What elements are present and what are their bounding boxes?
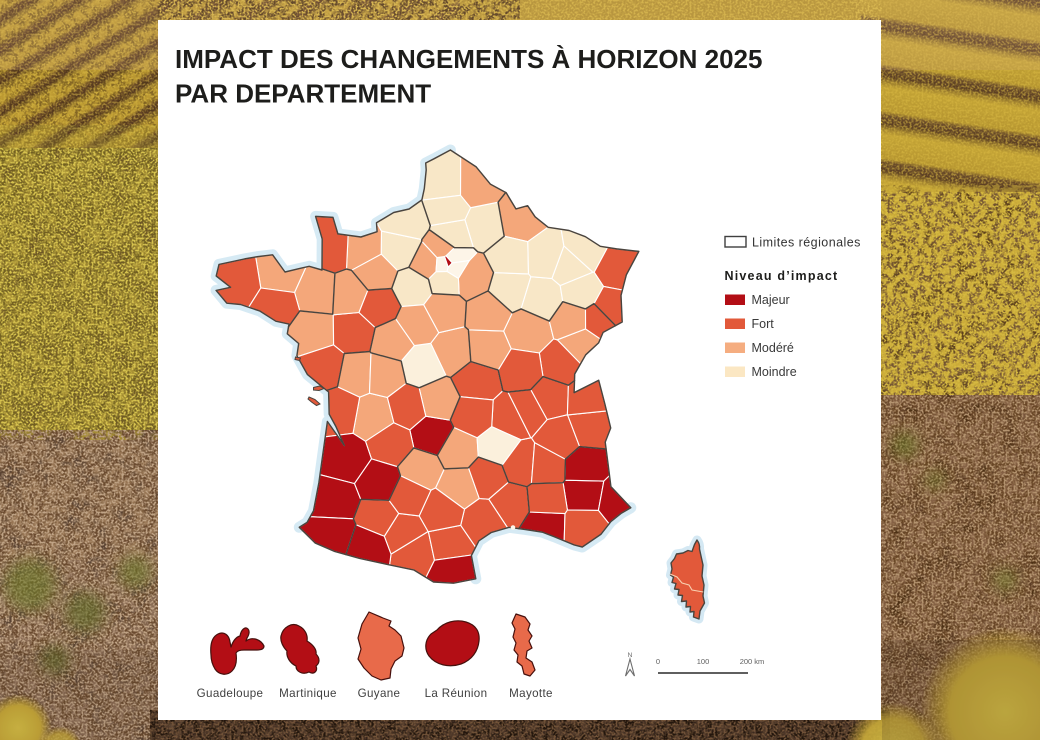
svg-text:Martinique: Martinique (279, 687, 337, 700)
svg-text:Mayotte: Mayotte (509, 687, 553, 700)
svg-text:Majeur: Majeur (752, 293, 790, 307)
svg-text:Moindre: Moindre (752, 365, 797, 379)
svg-text:Fort: Fort (752, 317, 775, 331)
svg-text:IMPACT DES CHANGEMENTS À HORIZ: IMPACT DES CHANGEMENTS À HORIZON 2025 (175, 44, 762, 74)
svg-text:Limites régionales: Limites régionales (752, 236, 861, 250)
svg-text:Niveau d’impact: Niveau d’impact (725, 269, 839, 283)
svg-text:200 km: 200 km (740, 657, 765, 666)
svg-text:N: N (628, 652, 633, 659)
svg-text:PAR DEPARTEMENT: PAR DEPARTEMENT (175, 79, 431, 109)
svg-text:Modéré: Modéré (752, 341, 794, 355)
svg-text:Guyane: Guyane (358, 687, 401, 700)
svg-text:0: 0 (656, 657, 660, 666)
svg-text:La Réunion: La Réunion (425, 687, 488, 700)
svg-text:Guadeloupe: Guadeloupe (197, 687, 264, 700)
svg-text:100: 100 (697, 657, 710, 666)
